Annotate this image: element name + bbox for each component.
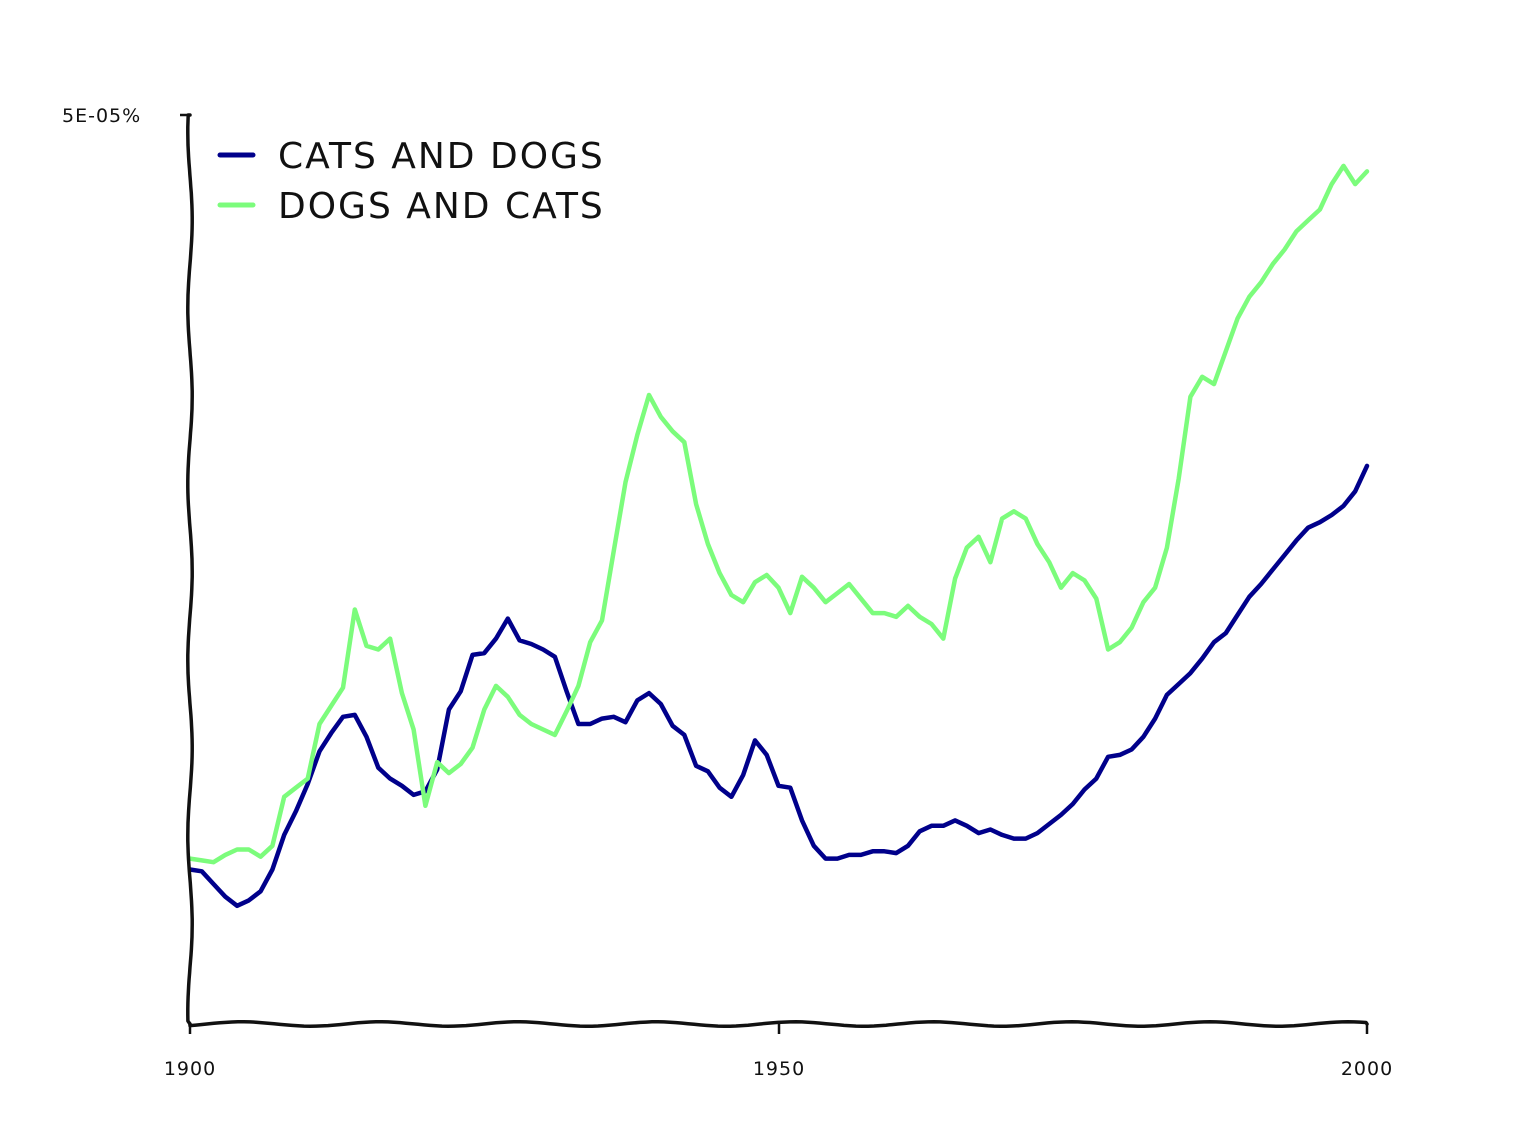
series-line-dogs-and-cats	[187, 163, 1370, 865]
y-axis-line	[186, 113, 194, 1026]
legend-label-cats-and-dogs: CATS AND DOGS	[278, 136, 605, 177]
series-line-cats-and-dogs	[187, 463, 1370, 909]
legend-item-dogs-and-cats: DOGS AND CATS	[217, 186, 605, 227]
x-tick-label-1950: 1950	[753, 1058, 805, 1080]
legend: CATS AND DOGS DOGS AND CATS	[217, 136, 605, 227]
x-tick-label-2000: 2000	[1341, 1058, 1393, 1080]
x-axis-line	[188, 1020, 1369, 1028]
x-ticks: 1900 1950 2000	[164, 1024, 1393, 1080]
legend-label-dogs-and-cats: DOGS AND CATS	[278, 186, 605, 227]
y-tick-label: 5E-05%	[62, 105, 141, 127]
series-layer	[187, 163, 1370, 909]
x-tick-label-1900: 1900	[164, 1058, 216, 1080]
legend-item-cats-and-dogs: CATS AND DOGS	[217, 136, 605, 177]
